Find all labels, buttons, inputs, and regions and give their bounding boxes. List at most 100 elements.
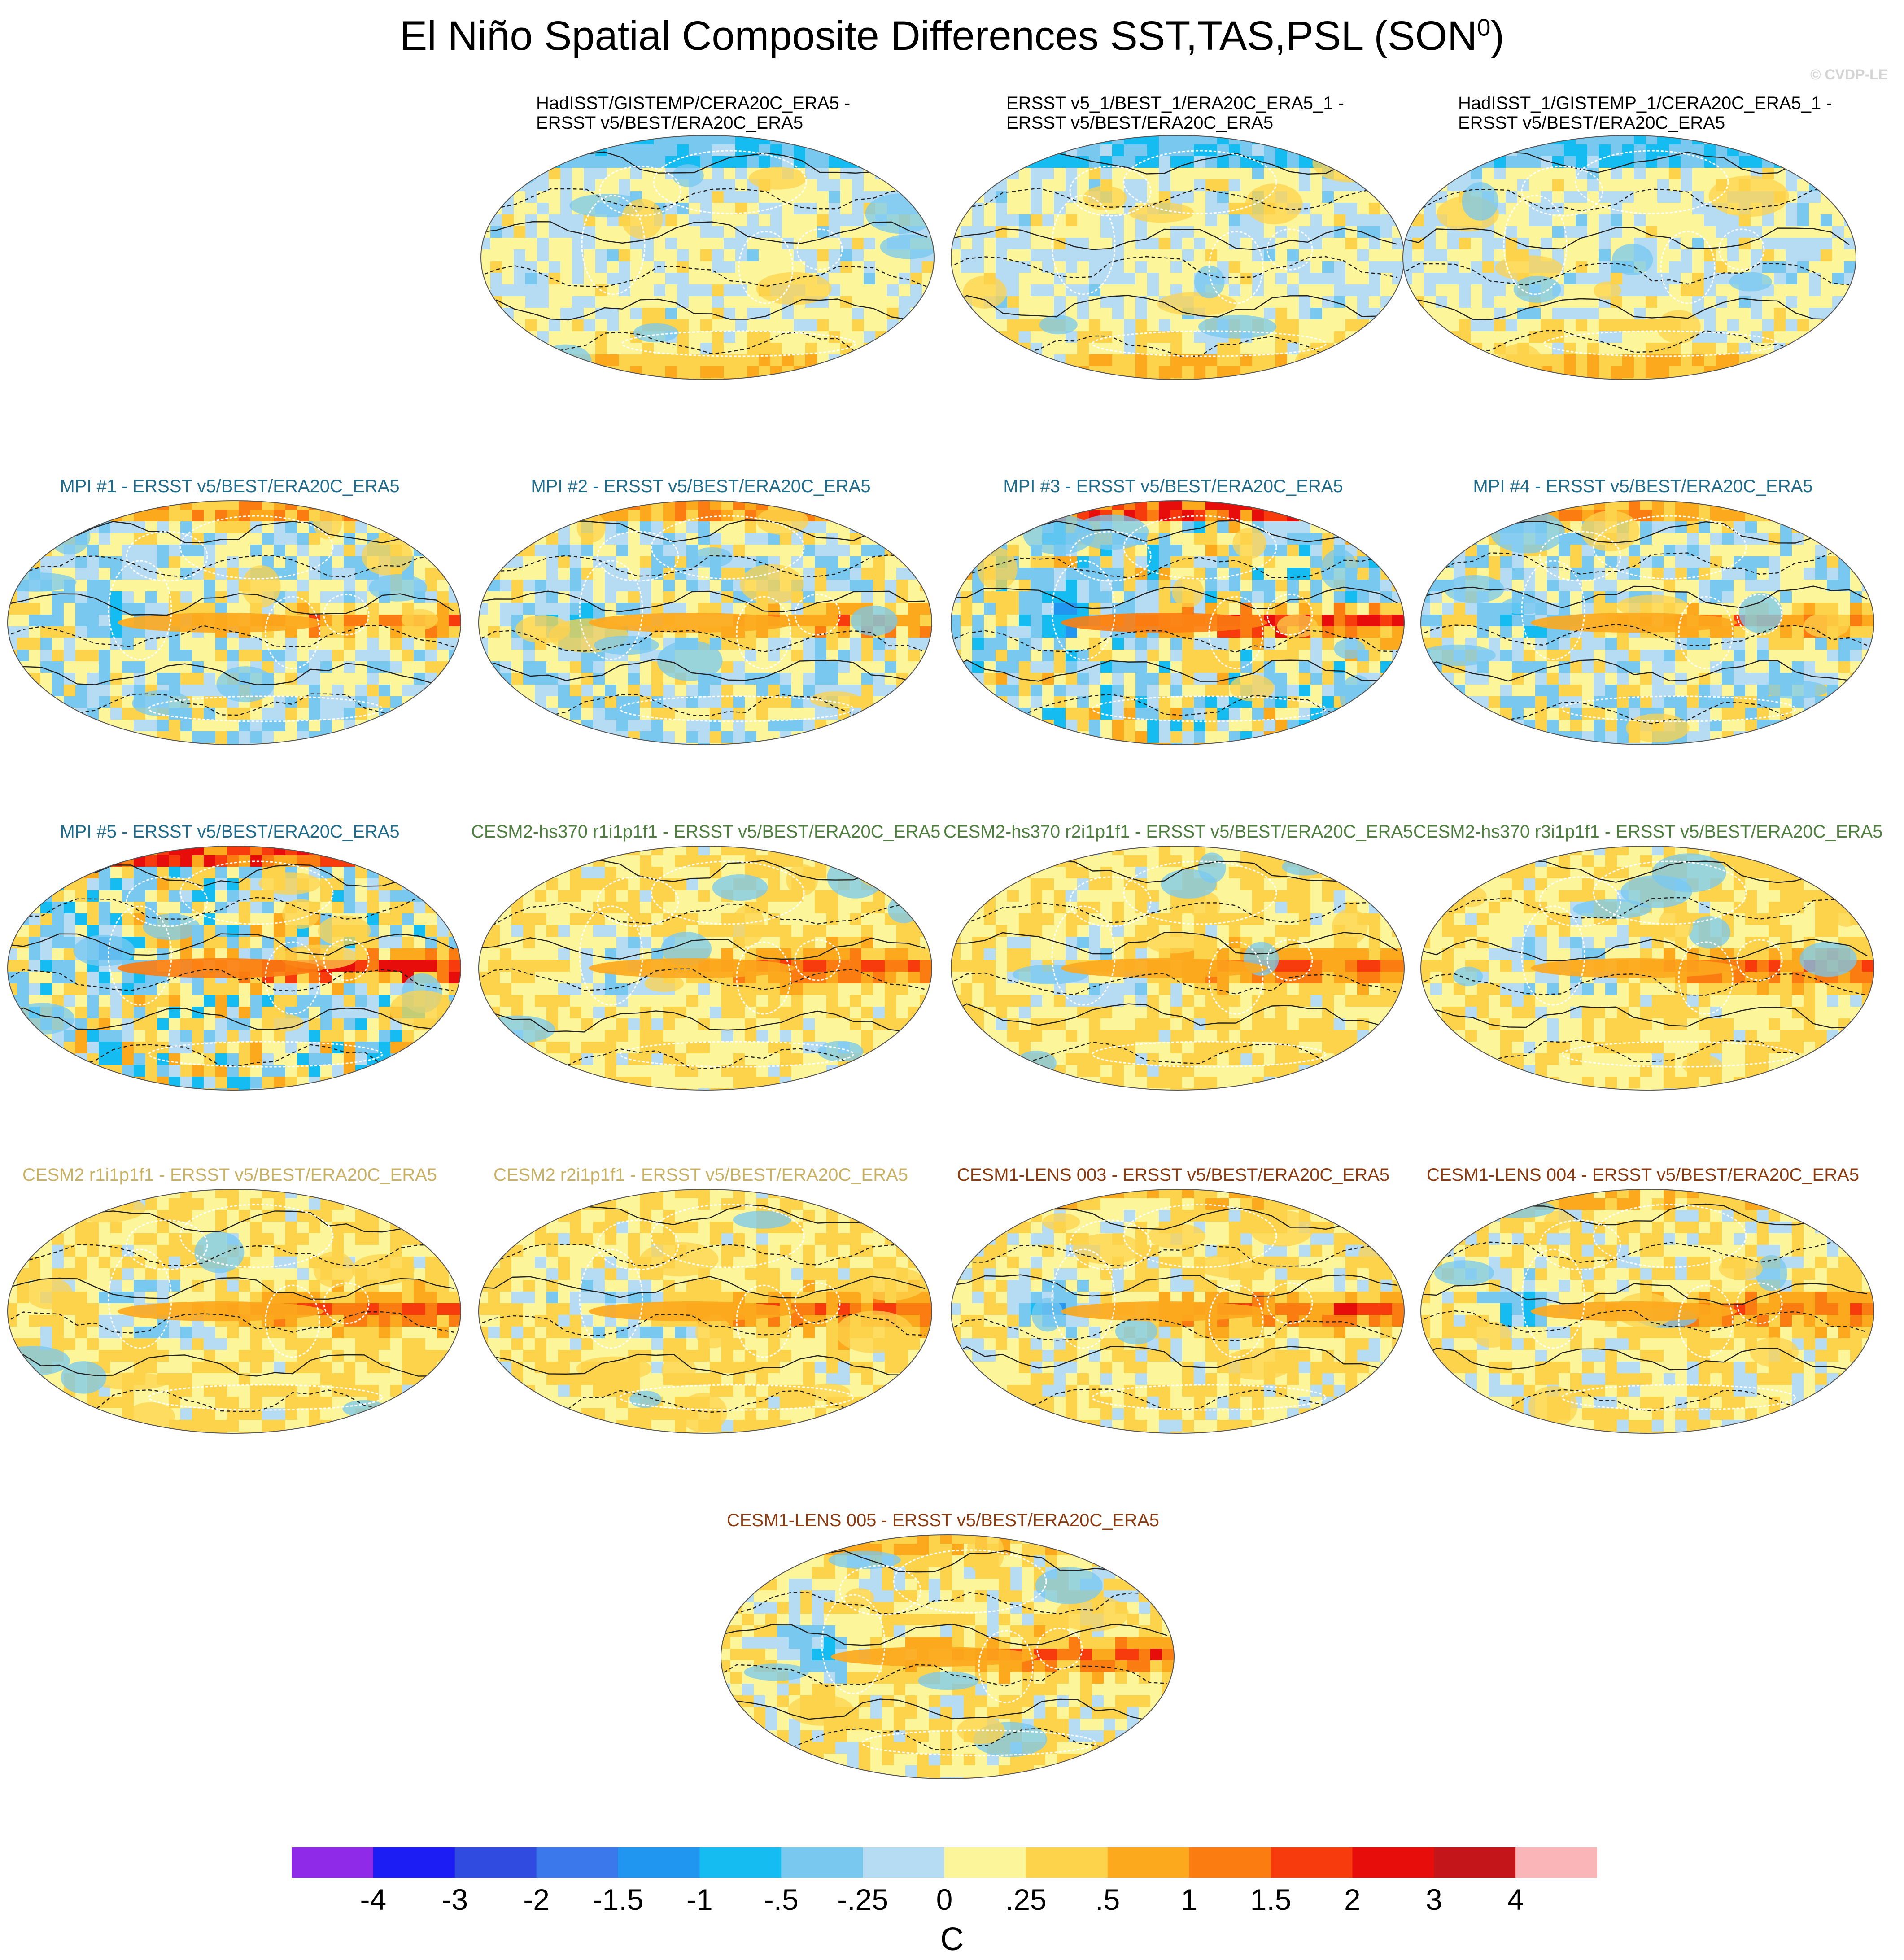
field-cell <box>654 354 666 367</box>
field-cell <box>500 521 512 533</box>
field-cell <box>344 545 356 557</box>
field-cell <box>1007 135 1019 145</box>
field-cell <box>934 296 936 308</box>
field-cell <box>1182 226 1194 238</box>
field-cell <box>887 354 899 367</box>
field-cell <box>1217 533 1229 545</box>
field-cell <box>1576 284 1588 297</box>
field-cell <box>698 501 710 510</box>
field-cell <box>546 580 559 592</box>
field-cell <box>1622 296 1634 308</box>
field-cell <box>1369 261 1381 273</box>
field-cell <box>861 743 873 745</box>
field-cell <box>780 673 792 685</box>
field-cell <box>511 638 524 650</box>
field-cell <box>803 556 815 568</box>
field-cell <box>1704 378 1716 380</box>
field-cell <box>1031 168 1043 180</box>
field-cell <box>1856 156 1858 168</box>
field-cell <box>1412 354 1424 367</box>
field-cell <box>99 743 111 745</box>
field-cell <box>1100 214 1113 227</box>
field-cell <box>698 510 710 522</box>
coastline <box>619 695 854 722</box>
field-cell <box>803 685 815 697</box>
field-cell <box>1412 366 1424 378</box>
field-cell <box>414 638 426 650</box>
field-cell <box>593 568 605 580</box>
field-cell <box>500 533 512 545</box>
field-cell <box>332 568 344 580</box>
field-cell <box>759 319 771 332</box>
field-cell <box>1622 214 1634 227</box>
field-cell <box>984 144 996 157</box>
field-cell <box>355 501 367 510</box>
field-cell <box>502 284 514 297</box>
field-cell <box>204 720 216 732</box>
field-cell <box>1856 284 1858 297</box>
field-cell <box>1299 226 1311 238</box>
field-cell <box>87 650 99 662</box>
field-cell <box>885 556 897 568</box>
field-cell <box>852 249 864 262</box>
map-panel: HadISST_1/GISTEMP_1/CERA20C_ERA5_1 - ERSS… <box>1395 88 1858 427</box>
field-cell <box>616 510 629 522</box>
field-cell <box>1716 261 1728 273</box>
field-cell <box>1077 135 1089 145</box>
field-cell <box>511 743 524 745</box>
field-cell <box>805 249 817 262</box>
field-cell <box>984 343 996 355</box>
field-cell <box>1369 501 1381 510</box>
field-cell <box>1369 378 1381 380</box>
field-cell <box>215 638 227 650</box>
field-cell <box>951 261 961 273</box>
field-cell <box>40 521 52 533</box>
field-cell <box>996 366 1008 378</box>
field-cell <box>1345 156 1358 168</box>
anomaly-blob <box>594 635 659 655</box>
field-cell <box>910 135 922 145</box>
field-cell <box>581 673 594 685</box>
field-cell <box>1229 510 1241 522</box>
field-cell <box>40 533 52 545</box>
field-cell <box>437 708 449 720</box>
field-cell <box>864 249 876 262</box>
field-cell <box>961 135 973 145</box>
field-cell <box>488 556 500 568</box>
field-cell <box>984 615 996 627</box>
field-cell <box>1089 214 1101 227</box>
field-cell <box>1170 501 1183 510</box>
field-cell <box>500 545 512 557</box>
field-cell <box>920 556 932 568</box>
field-cell <box>1287 308 1299 320</box>
field-cell <box>449 556 461 568</box>
field-cell <box>815 556 827 568</box>
field-cell <box>887 261 899 273</box>
field-cell <box>675 685 687 697</box>
field-cell <box>537 284 549 297</box>
field-cell <box>1797 238 1809 250</box>
field-cell <box>780 743 792 745</box>
field-cell <box>500 743 512 745</box>
field-cell <box>1019 144 1031 157</box>
field-cell <box>768 545 780 557</box>
coastline <box>1092 330 1327 357</box>
field-cell <box>934 133 936 145</box>
field-cell <box>511 708 524 720</box>
field-cell <box>745 696 757 708</box>
field-cell <box>875 378 887 380</box>
field-cell <box>1229 556 1241 568</box>
field-cell <box>1345 238 1358 250</box>
field-cell <box>1252 226 1264 238</box>
field-cell <box>805 238 817 250</box>
field-cell <box>1856 144 1858 157</box>
field-cell <box>910 354 922 367</box>
field-cell <box>490 135 502 145</box>
field-cell <box>710 685 722 697</box>
field-cell <box>1007 214 1019 227</box>
field-cell <box>1194 545 1206 557</box>
field-cell <box>460 603 461 615</box>
field-cell <box>607 135 619 145</box>
field-cell <box>1482 144 1494 157</box>
field-cell <box>899 296 911 308</box>
